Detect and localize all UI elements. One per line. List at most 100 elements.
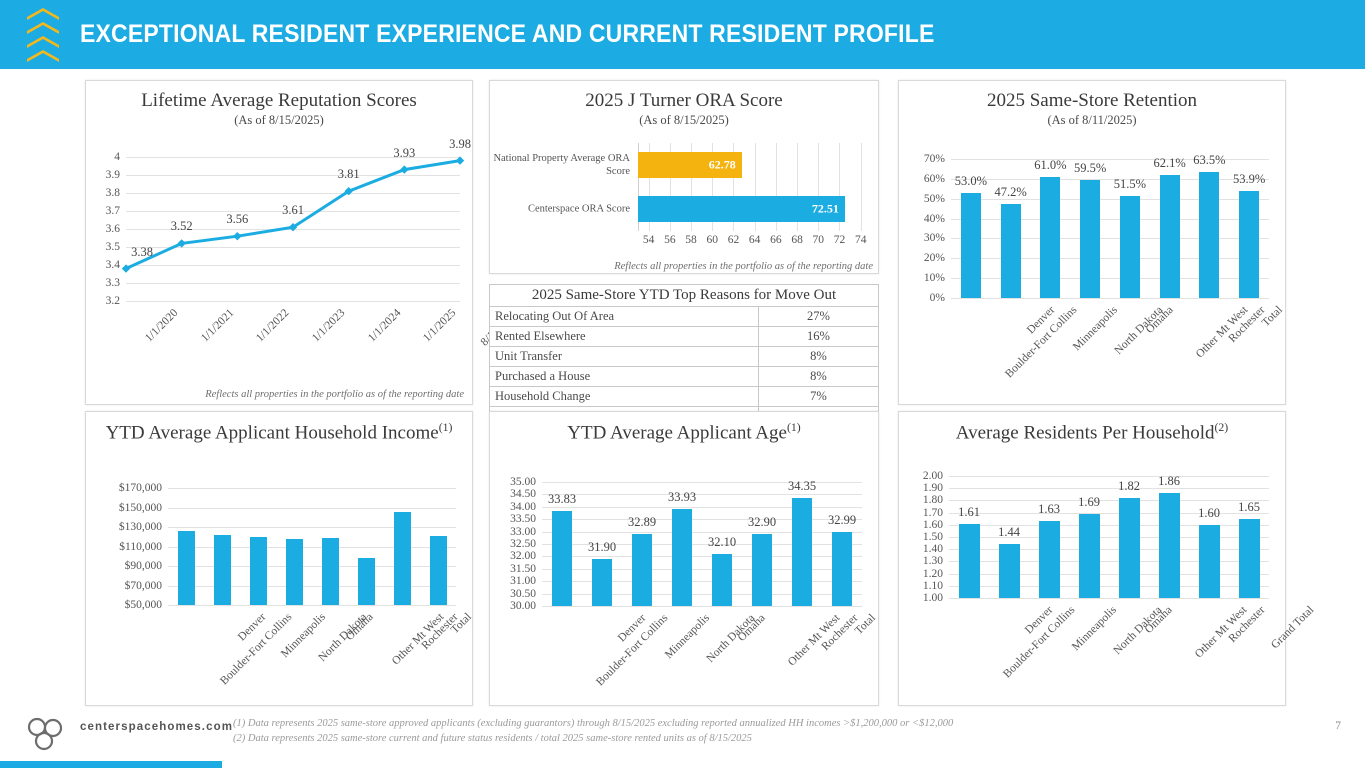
gridline xyxy=(126,301,460,302)
bar xyxy=(632,534,652,606)
bar-value-label: 1.61 xyxy=(958,504,980,519)
chart-title-text: Average Residents Per Household xyxy=(955,422,1215,444)
bar-value-label: 32.10 xyxy=(707,534,737,549)
chart-title-superscript: (2) xyxy=(1214,421,1229,434)
y-axis-tick-label: 33.50 xyxy=(510,513,536,526)
gridline xyxy=(951,178,1269,180)
bar-value-label: 62.78 xyxy=(708,157,736,172)
bar xyxy=(672,508,692,606)
x-axis-tick-label: 74 xyxy=(854,234,867,246)
bar-plot-area: 35.00 34.50 34.00 33.50 33.00 32.50 32.00 31.50… xyxy=(490,464,878,706)
gridline xyxy=(951,298,1269,299)
table-title: 2025 Same-Store YTD Top Reasons for Move… xyxy=(489,284,879,307)
gridline xyxy=(126,157,460,158)
y-axis-tick-label: 1.50 xyxy=(922,531,943,543)
y-axis-tick-label: 3.6 xyxy=(105,223,120,235)
chart-panel-reputation: Lifetime Average Reputation Scores (As o… xyxy=(85,80,520,405)
chart-panel-retention: 2025 Same-Store Retention (As of 8/11/20… xyxy=(898,80,1286,405)
footer-website-link[interactable]: centerspacehomes.com xyxy=(80,721,234,733)
bar xyxy=(393,512,411,605)
y-axis-tick-label: 31.00 xyxy=(510,575,536,588)
gridline xyxy=(542,544,862,545)
bar-value-label: 1.69 xyxy=(1078,494,1100,509)
x-axis-tick-label: 58 xyxy=(685,234,697,246)
chart-title: 2025 Same-Store Retention xyxy=(986,90,1198,111)
y-axis-tick-label: 3.8 xyxy=(105,187,120,199)
bar xyxy=(1158,493,1180,598)
page-number: 7 xyxy=(1335,720,1341,732)
x-axis-tick-label: 60 xyxy=(706,234,718,246)
point-value-label: 3.61 xyxy=(282,203,304,218)
bar-value-label: 1.60 xyxy=(1198,505,1220,520)
table-row: Relocating Out Of Area 27% xyxy=(489,306,879,327)
gridline xyxy=(542,606,862,607)
ora-plot-area: 54 56 58 60 62 64 66 68 70 72 74 62.78 National Prop… xyxy=(490,137,878,257)
y-axis-tick-label: 20% xyxy=(923,252,945,265)
y-axis-tick-label: $110,000 xyxy=(119,540,162,553)
gridline xyxy=(542,482,862,483)
gridline xyxy=(126,175,460,176)
gridline xyxy=(949,561,1269,563)
gridline xyxy=(542,581,862,583)
bar xyxy=(552,511,572,606)
gridline xyxy=(168,546,456,548)
y-axis-tick-label: 1.20 xyxy=(922,567,943,580)
gridline xyxy=(733,143,735,231)
gridline xyxy=(542,506,862,508)
bar xyxy=(1040,176,1061,298)
x-axis-tick-label: 66 xyxy=(770,234,782,246)
y-axis-tick-label: 1.40 xyxy=(922,543,943,556)
x-axis-category-label: Grand Total xyxy=(1269,604,1317,652)
bar-value-label: 1.86 xyxy=(1158,474,1180,489)
gridline xyxy=(168,566,456,567)
chevron-up-icon xyxy=(27,36,59,48)
chart-panel-ora: 2025 J Turner ORA Score (As of 8/15/2025… xyxy=(489,80,879,274)
bar xyxy=(1080,179,1101,298)
gridline xyxy=(168,507,456,509)
chart-note: Reflects all properties in the portfolio… xyxy=(614,261,873,272)
category-label: Centerspace ORA Score xyxy=(527,203,630,215)
bar-plot-area: $170,000 $150,000 $130,000 $110,000 $90,000 $… xyxy=(86,480,474,705)
gridline xyxy=(168,605,456,606)
chart-title: YTD Average Applicant Age(1) xyxy=(490,412,878,444)
moveout-percent-cell: 7% xyxy=(758,386,879,407)
gridline xyxy=(949,512,1269,514)
y-axis-tick-label: 10% xyxy=(923,272,945,285)
bar-value-label: 1.65 xyxy=(1238,499,1260,514)
chart-title: 2025 J Turner ORA Score xyxy=(585,90,783,111)
bar xyxy=(357,558,375,605)
y-axis-tick-label: 1.30 xyxy=(922,555,943,568)
chart-title: Average Residents Per Household(2) xyxy=(899,412,1285,444)
bar: 62.78 xyxy=(638,152,742,178)
bar xyxy=(712,553,732,606)
slide-header: EXCEPTIONAL RESIDENT EXPERIENCE AND CURR… xyxy=(0,0,1365,69)
y-axis-tick-label: 2.00 xyxy=(922,470,943,482)
footnotes: (1) Data represents 2025 same-store appr… xyxy=(233,716,953,746)
gridline xyxy=(168,527,456,528)
y-axis-tick-label: $170,000 xyxy=(118,482,162,494)
bar-value-label: 1.82 xyxy=(1118,478,1140,493)
gridline xyxy=(542,593,862,595)
y-axis-tick-label: 32.00 xyxy=(510,550,536,563)
chart-panel-age: YTD Average Applicant Age(1) 35.00 34.50 3… xyxy=(489,411,879,706)
y-axis-tick-label: 70% xyxy=(923,153,945,165)
y-axis-tick-label: 32.50 xyxy=(510,538,536,550)
footnote-1: (1) Data represents 2025 same-store appr… xyxy=(233,718,954,729)
gridline xyxy=(126,211,460,212)
bar-value-label: 51.5% xyxy=(1113,176,1147,191)
y-axis-tick-label: 3.5 xyxy=(105,241,120,253)
gridline xyxy=(542,519,862,521)
bar xyxy=(1118,497,1140,598)
chart-title-superscript: (1) xyxy=(438,421,453,434)
bar xyxy=(285,538,303,605)
y-axis-tick-label: 1.60 xyxy=(922,518,943,531)
y-axis-tick-label: 3.9 xyxy=(105,169,120,181)
chart-panel-residents: Average Residents Per Household(2) 2.00 1… xyxy=(898,411,1316,706)
y-axis-tick-label: 30.50 xyxy=(510,587,536,600)
bar-value-label: 33.93 xyxy=(667,489,697,504)
chart-subtitle: (As of 8/11/2025) xyxy=(1047,112,1137,127)
x-axis-tick-label: 62 xyxy=(727,234,740,246)
gridline xyxy=(691,143,693,231)
gridline xyxy=(818,143,820,231)
